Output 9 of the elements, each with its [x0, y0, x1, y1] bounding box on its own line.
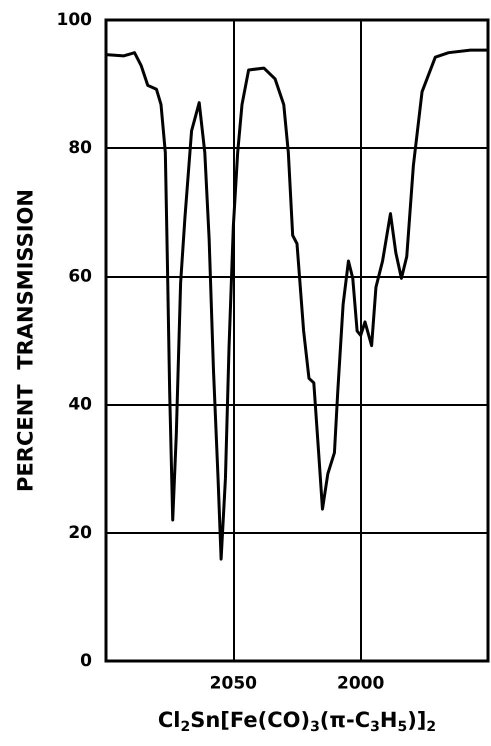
y-tick-label: 20: [68, 522, 92, 543]
x-tick-label: 2000: [337, 674, 384, 694]
y-tick-label: 60: [68, 266, 92, 286]
x-tick-label: 2050: [210, 674, 258, 694]
y-tick-label: 80: [68, 138, 92, 158]
y-tick-label: 0: [80, 651, 92, 671]
y-axis-title: PERCENT TRANSMISSION: [14, 189, 38, 492]
y-tick-label: 40: [68, 394, 92, 415]
y-tick-label: 100: [56, 10, 92, 30]
